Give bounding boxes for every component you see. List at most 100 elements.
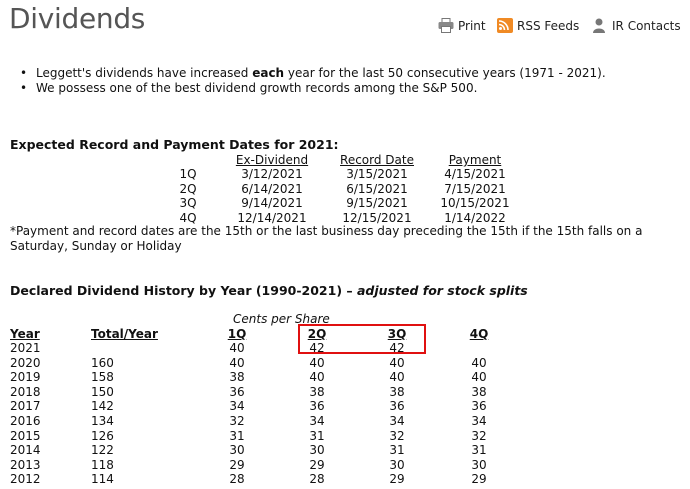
column-header: 4Q: [469, 327, 489, 341]
table-cell: 122: [91, 443, 114, 458]
table-cell: 32: [229, 414, 245, 428]
table-cell: 38: [229, 370, 245, 385]
table-cell: 30: [389, 457, 405, 472]
table-cell: 29: [389, 472, 405, 487]
table-cell: 4Q: [179, 210, 197, 225]
table-cell: 31: [389, 443, 405, 458]
table-cell: 2015: [10, 428, 41, 443]
table-cell: 40: [229, 355, 245, 370]
highlight-box: [298, 324, 426, 354]
table-cell: 36: [471, 399, 487, 414]
person-icon: [592, 18, 608, 33]
ir-contacts-label: IR Contacts: [612, 18, 681, 33]
table-cell: 31: [229, 428, 245, 443]
table-cell: 29: [471, 472, 487, 487]
print-label: Print: [458, 18, 486, 33]
table-cell: 2019: [10, 370, 41, 385]
payment-footnote: *Payment and record dates are the 15th o…: [10, 224, 643, 253]
printer-icon: [438, 18, 454, 33]
dividend-history-title: Declared Dividend History by Year (1990-…: [10, 283, 528, 298]
table-cell: 2017: [10, 399, 41, 414]
table-cell: 126: [91, 428, 114, 443]
rss-feeds-label: RSS Feeds: [517, 18, 580, 33]
table-cell: 40: [471, 370, 487, 385]
table-cell: 2014: [10, 443, 41, 458]
rss-icon: [497, 18, 513, 33]
table-cell: 30: [471, 457, 487, 472]
table-cell: 12/15/2021: [342, 210, 412, 225]
table-cell: 34: [471, 414, 487, 428]
table-cell: 31: [471, 443, 487, 458]
table-cell: 1/14/2022: [444, 210, 506, 225]
table-cell: 30: [229, 443, 245, 458]
expected-dates-title: Expected Record and Payment Dates for 20…: [10, 137, 339, 152]
column-header: 3Q: [387, 327, 407, 341]
table-cell: 3Q: [179, 196, 197, 211]
table-cell: 7/15/2021: [444, 181, 506, 196]
table-cell: 34: [389, 414, 405, 428]
table-cell: 40: [389, 370, 405, 385]
table-cell: 2020: [10, 355, 41, 370]
column-header: Total/Year: [91, 327, 158, 341]
table-cell: 28: [229, 472, 245, 487]
table-cell: 38: [309, 384, 325, 399]
table-cell: 134: [91, 414, 114, 428]
table-cell: 3/15/2021: [346, 167, 408, 181]
table-cell: 10/15/2021: [440, 196, 510, 211]
ir-contacts-link[interactable]: IR Contacts: [592, 18, 681, 33]
table-cell: 9/14/2021: [241, 196, 303, 211]
units-label: Cents per Share: [233, 312, 330, 326]
table-cell: 2021: [10, 341, 41, 355]
table-cell: 150: [91, 384, 114, 399]
table-cell: 42: [389, 341, 405, 355]
table-cell: 42: [309, 341, 325, 355]
print-link[interactable]: Print: [438, 18, 486, 33]
table-cell: 6/15/2021: [346, 181, 408, 196]
table-cell: 38: [471, 384, 487, 399]
table-cell: 40: [389, 355, 405, 370]
table-cell: 29: [229, 457, 245, 472]
table-cell: 2012: [10, 472, 41, 487]
table-cell: 2013: [10, 457, 41, 472]
column-header: 1Q: [227, 327, 247, 341]
table-cell: 30: [309, 443, 325, 458]
table-cell: 34: [229, 399, 245, 414]
list-item: We possess one of the best dividend grow…: [20, 81, 606, 96]
table-cell: 160: [91, 355, 114, 370]
rss-feeds-link[interactable]: RSS Feeds: [497, 18, 579, 33]
table-cell: 36: [229, 384, 245, 399]
table-cell: 40: [229, 341, 245, 355]
table-cell: 2Q: [179, 181, 197, 196]
table-cell: 32: [471, 428, 487, 443]
column-header: Payment: [448, 153, 502, 167]
table-cell: 40: [471, 355, 487, 370]
table-cell: 38: [389, 384, 405, 399]
table-cell: 6/14/2021: [241, 181, 303, 196]
table-cell: 28: [309, 472, 325, 487]
table-cell: 40: [309, 370, 325, 385]
table-cell: 2018: [10, 384, 41, 399]
table-cell: 31: [309, 428, 325, 443]
table-cell: 2016: [10, 414, 41, 428]
list-item: Leggett's dividends have increased each …: [20, 66, 606, 81]
table-cell: 114: [91, 472, 114, 487]
table-cell: 1Q: [179, 167, 197, 181]
table-cell: 9/15/2021: [346, 196, 408, 211]
column-header: Ex-Dividend: [235, 153, 309, 167]
column-header: Record Date: [340, 153, 414, 167]
column-header: Year: [10, 327, 40, 341]
page-title: Dividends: [9, 2, 146, 35]
table-cell: 4/15/2021: [444, 167, 506, 181]
table-cell: 36: [389, 399, 405, 414]
table-cell: 3/12/2021: [241, 167, 303, 181]
highlights-list: Leggett's dividends have increased each …: [20, 66, 606, 96]
table-cell: 158: [91, 370, 114, 385]
column-header: 2Q: [307, 327, 327, 341]
table-cell: 118: [91, 457, 114, 472]
table-cell: 29: [309, 457, 325, 472]
table-cell: 40: [309, 355, 325, 370]
table-cell: 36: [309, 399, 325, 414]
table-cell: 142: [91, 399, 114, 414]
table-cell: 32: [389, 428, 405, 443]
table-cell: 12/14/2021: [237, 210, 307, 225]
